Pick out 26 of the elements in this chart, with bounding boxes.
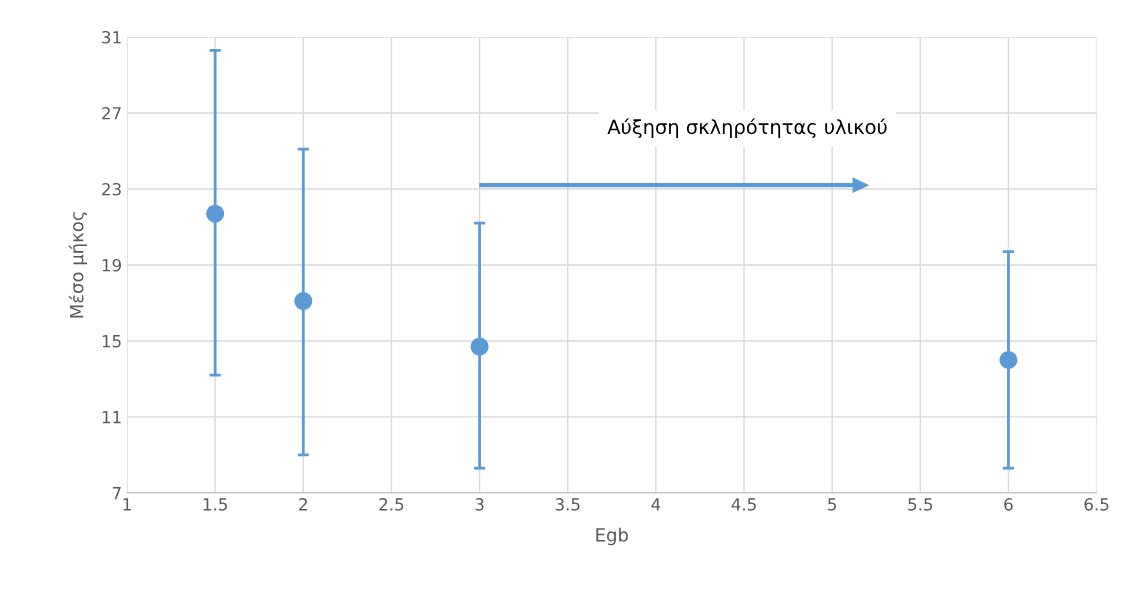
x-tick-label: 5: [828, 498, 836, 511]
y-axis-title: Μέσο μήκος: [68, 212, 88, 318]
y-tick-label: 31: [102, 30, 121, 44]
x-tick-label: 6.5: [1084, 498, 1109, 511]
x-axis-title: Egb: [596, 527, 628, 546]
x-tick-label: 2.5: [379, 498, 404, 511]
x-tick-label: 1.5: [203, 498, 227, 511]
y-tick-label: 15: [102, 335, 121, 348]
point: [470, 337, 489, 356]
x-tick-label: 6: [1004, 498, 1013, 511]
y-tick-label: 23: [102, 182, 121, 196]
y-tick-label: 7: [112, 487, 121, 500]
x-tick-label: 3.5: [555, 498, 580, 511]
point: [294, 292, 313, 311]
y-tick-label: 19: [102, 258, 121, 272]
x-tick-label: 1: [123, 498, 131, 511]
x-tick-label: 4: [651, 498, 661, 511]
x-tick-label: 2: [299, 498, 307, 511]
y-tick-label: 27: [102, 106, 121, 120]
annotation: Αύξηση σκληρότητας υλικού: [607, 118, 887, 139]
point: [206, 204, 225, 223]
x-tick-label: 3: [475, 498, 484, 511]
y-tick-label: 11: [102, 411, 121, 424]
x-tick-label: 5.5: [908, 498, 933, 511]
x-tick-label: 4.5: [731, 498, 756, 511]
point: [999, 350, 1018, 369]
